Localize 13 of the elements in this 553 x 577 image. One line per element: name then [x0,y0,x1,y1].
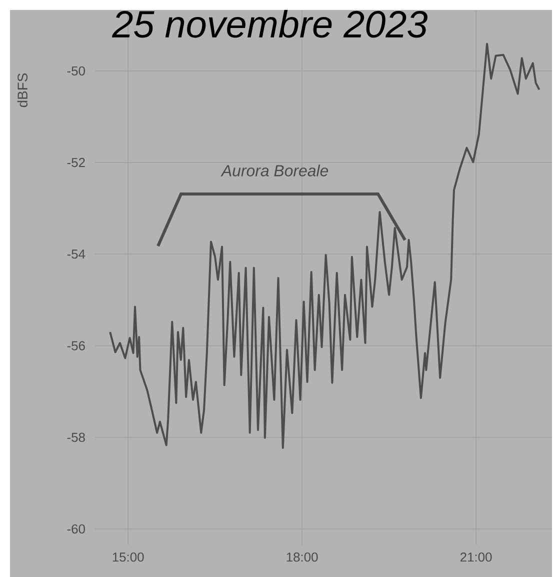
annotation: Aurora Boreale [220,164,328,176]
x-tick-label: 15:00 [113,552,144,562]
y-tick-label: -56 [68,341,86,350]
y-tick-label: -58 [68,432,86,442]
x-tick-label: 21:00 [460,552,492,562]
y-tick-label: -50 [68,66,86,76]
y-tick-label: -60 [68,524,86,534]
chart-title: 25 novembre 2023 [112,10,428,38]
line-series [109,42,540,449]
y-tick-label: -54 [68,250,86,259]
x-tick-label: 18:00 [287,552,318,562]
y-tick-label: -52 [68,158,86,168]
y-axis-title: dBFS [18,73,28,108]
